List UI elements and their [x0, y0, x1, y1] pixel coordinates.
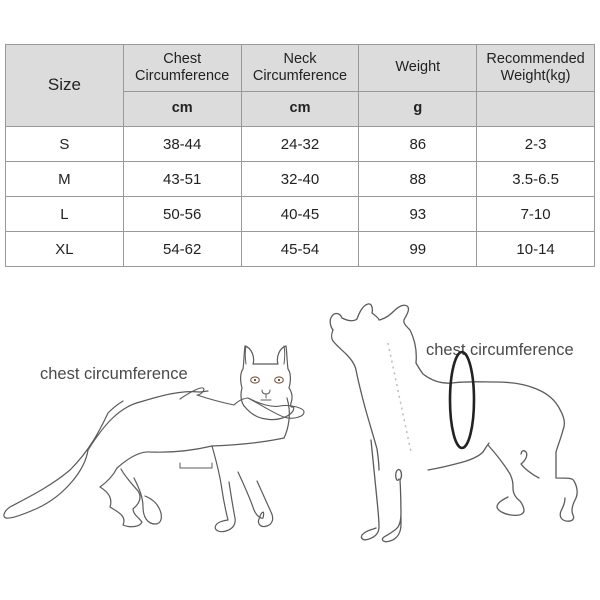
- svg-text:chest circumference: chest circumference: [40, 365, 188, 383]
- svg-text:chest circumference: chest circumference: [426, 341, 574, 359]
